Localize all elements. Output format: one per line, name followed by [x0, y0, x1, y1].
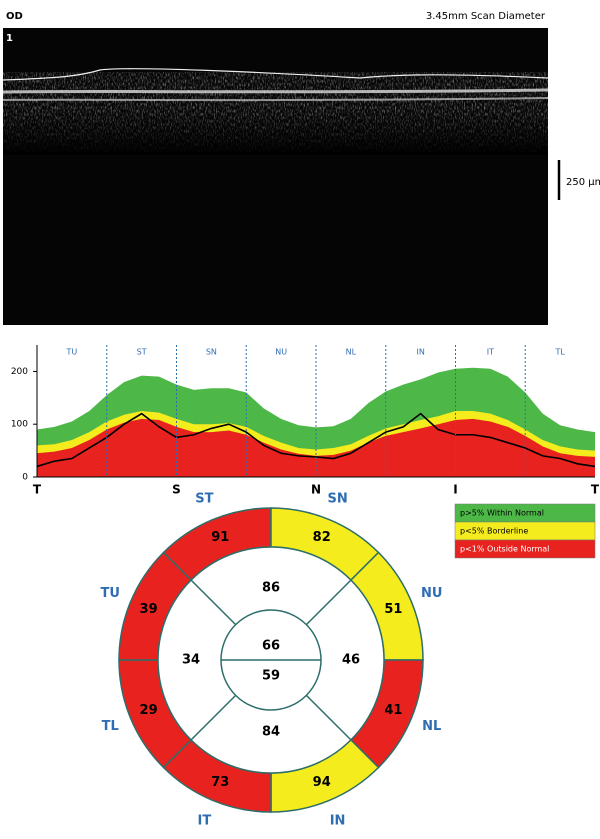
- sector-label: SN: [327, 492, 347, 507]
- oct-scan: [3, 28, 548, 325]
- x-tick-label: T: [33, 483, 42, 497]
- quadrant-value: 46: [342, 653, 360, 668]
- sector-label: NU: [275, 348, 287, 357]
- legend: p>5% Within Normal p<5% Borderline p<1% Ou…: [455, 504, 595, 558]
- x-tick-label: T: [591, 483, 600, 497]
- quadrant-value: 84: [262, 725, 280, 740]
- legend-label: p<1% Outside Normal: [460, 545, 549, 554]
- report: OD 3.45mm Scan Diameter 1 250 µm TUSTSNN…: [0, 0, 600, 835]
- sector-label: NL: [422, 719, 441, 734]
- sector-value: 51: [384, 602, 402, 617]
- legend-label: p>5% Within Normal: [460, 509, 544, 518]
- sector-label: IN: [330, 813, 346, 828]
- sector-value: 41: [384, 703, 402, 718]
- sector-label: SN: [206, 348, 217, 357]
- sector-label: NL: [346, 348, 357, 357]
- sector-label: IN: [416, 348, 424, 357]
- sector-value: 39: [140, 602, 158, 617]
- quadrant-value: 34: [182, 653, 200, 668]
- legend-label: p<5% Borderline: [460, 527, 528, 536]
- center-value: 59: [262, 669, 280, 684]
- y-tick-label: 0: [22, 473, 28, 483]
- x-tick-label: N: [311, 483, 321, 497]
- quadrant-value: 86: [262, 581, 280, 596]
- sector-label: IT: [198, 813, 212, 828]
- sector-label: TL: [102, 719, 119, 734]
- sector-value: 82: [313, 530, 331, 545]
- sector-label: NU: [421, 586, 442, 601]
- sector-label: TU: [101, 586, 120, 601]
- y-tick-label: 200: [11, 367, 28, 377]
- y-tick-label: 100: [11, 420, 28, 430]
- scan-number: 1: [6, 33, 13, 44]
- sector-value: 91: [211, 530, 229, 545]
- scan-label: 3.45mm Scan Diameter: [426, 11, 546, 22]
- x-tick-label: S: [172, 483, 181, 497]
- sector-label: IT: [487, 348, 494, 357]
- sector-label: TL: [554, 348, 565, 357]
- center-value: 66: [262, 639, 280, 654]
- sector-label: ST: [195, 492, 213, 507]
- sector-label: TU: [66, 348, 78, 357]
- sector-value: 29: [140, 703, 158, 718]
- clock-chart: 91 ST 82 SN 51 NU 41 NL 94 IN 73 IT 29 TL 39 TU 86 46 84 34…: [101, 492, 443, 829]
- scale-label: 250 µm: [566, 177, 600, 188]
- eye-label: OD: [6, 11, 23, 22]
- sector-value: 73: [211, 775, 229, 790]
- sector-value: 94: [313, 775, 331, 790]
- sector-label: ST: [137, 348, 147, 357]
- x-tick-label: I: [453, 483, 457, 497]
